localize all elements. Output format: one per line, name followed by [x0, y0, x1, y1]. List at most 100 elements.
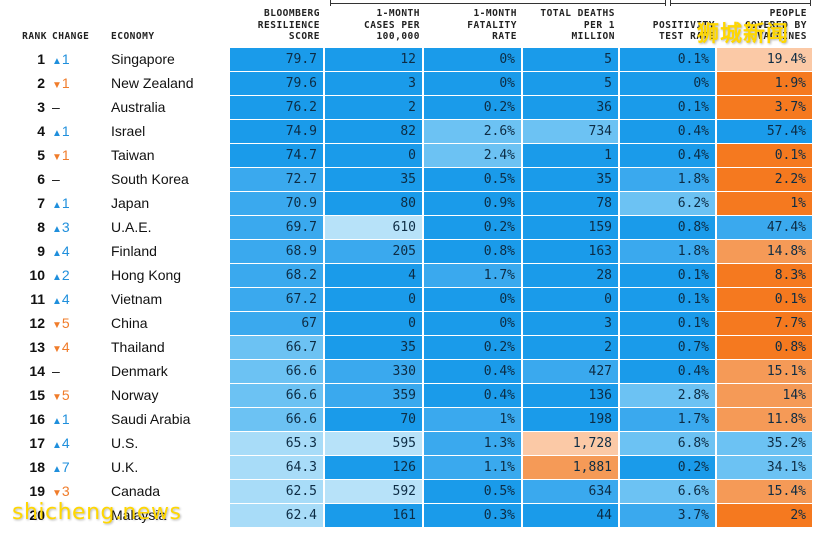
positivity-cell: 6.8%	[620, 432, 715, 455]
score-cell: 66.7	[230, 336, 323, 359]
triangle-up-icon: ▲	[52, 440, 62, 451]
change-cell: ▼5	[52, 315, 102, 331]
column-header-economy: ECONOMY	[111, 31, 229, 43]
rank-cell: 16	[29, 411, 45, 427]
deaths-cell: 427	[523, 360, 618, 383]
change-cell: ▲1	[52, 51, 102, 67]
positivity-cell: 0.4%	[620, 144, 715, 167]
positivity-cell: 0.4%	[620, 120, 715, 143]
change-cell: –	[52, 171, 102, 187]
score-cell: 65.3	[230, 432, 323, 455]
deaths-cell: 634	[523, 480, 618, 503]
rank-cell: 18	[29, 459, 45, 475]
score-cell: 72.7	[230, 168, 323, 191]
score-cell: 70.9	[230, 192, 323, 215]
column-header-line: POSITIVITY	[652, 19, 715, 31]
vaccinated-cell: 0.1%	[717, 288, 812, 311]
rank-cell: 15	[29, 387, 45, 403]
economy-cell: Israel	[111, 123, 146, 139]
fatality-cell: 0.2%	[424, 96, 521, 119]
deaths-cell: 198	[523, 408, 618, 431]
table-row: 15 ▼5 Norway 66.6 359 0.4% 136 2.8% 14%	[0, 384, 818, 408]
column-header-line: COVERED BY	[744, 19, 807, 31]
triangle-up-icon: ▲	[52, 128, 62, 139]
change-value: 5	[61, 387, 70, 403]
cases-cell: 0	[325, 288, 422, 311]
change-cell: ▲4	[52, 291, 102, 307]
economy-cell: Thailand	[111, 339, 165, 355]
deaths-cell: 3	[523, 312, 618, 335]
triangle-up-icon: ▲	[52, 56, 62, 67]
rank-cell: 4	[37, 123, 45, 139]
score-cell: 74.9	[230, 120, 323, 143]
rank-cell: 17	[29, 435, 45, 451]
vaccinated-cell: 3.7%	[717, 96, 812, 119]
score-cell: 74.7	[230, 144, 323, 167]
table-row: 8 ▲3 U.A.E. 69.7 610 0.2% 159 0.8% 47.4%	[0, 216, 818, 240]
deaths-cell: 36	[523, 96, 618, 119]
table-header: RANK CHANGE ECONOMY BLOOMBERG RESILIENCE SCOR…	[0, 0, 818, 48]
vaccinated-cell: 2.2%	[717, 168, 812, 191]
positivity-cell: 0.1%	[620, 96, 715, 119]
cases-cell: 70	[325, 408, 422, 431]
column-header-line: 1-MONTH	[376, 8, 420, 19]
cases-cell: 330	[325, 360, 422, 383]
table-row: 18 ▲7 U.K. 64.3 126 1.1% 1,881 0.2% 34.1%	[0, 456, 818, 480]
column-header-score: BLOOMBERG RESILIENCE SCORE	[230, 8, 320, 43]
rank-cell: 5	[37, 147, 45, 163]
table-row: 3– Australia 76.2 2 0.2% 36 0.1% 3.7%	[0, 96, 818, 120]
score-cell: 66.6	[230, 408, 323, 431]
triangle-up-icon: ▲	[52, 296, 62, 307]
score-cell: 66.6	[230, 384, 323, 407]
table-row: 13 ▼4 Thailand 66.7 35 0.2% 2 0.7% 0.8%	[0, 336, 818, 360]
change-cell: ▲1	[52, 195, 102, 211]
deaths-cell: 1,881	[523, 456, 618, 479]
triangle-up-icon: ▲	[52, 464, 62, 475]
rank-cell: 3	[37, 99, 45, 115]
table-row: 10 ▲2 Hong Kong 68.2 4 1.7% 28 0.1% 8.3%	[0, 264, 818, 288]
positivity-cell: 6.2%	[620, 192, 715, 215]
vaccinated-cell: 1.9%	[717, 72, 812, 95]
change-value: 3	[61, 483, 70, 499]
table-row: 4 ▲1 Israel 74.9 82 2.6% 734 0.4% 57.4%	[0, 120, 818, 144]
table-row: 6– South Korea 72.7 35 0.5% 35 1.8% 2.2%	[0, 168, 818, 192]
rank-cell: 7	[37, 195, 45, 211]
fatality-cell: 0.4%	[424, 360, 521, 383]
vaccinated-cell: 57.4%	[717, 120, 812, 143]
triangle-down-icon: ▼	[52, 392, 62, 403]
positivity-cell: 6.6%	[620, 480, 715, 503]
change-value: 4	[61, 339, 70, 355]
cases-cell: 4	[325, 264, 422, 287]
score-cell: 69.7	[230, 216, 323, 239]
column-header-line: ECONOMY	[111, 31, 155, 42]
column-header-line: BLOOMBERG	[264, 8, 320, 19]
column-header-line: TOTAL DEATHS	[540, 8, 615, 19]
change-cell: ▲2	[52, 267, 102, 283]
economy-cell: Australia	[111, 99, 166, 115]
triangle-up-icon: ▲	[52, 272, 62, 283]
rank-cell: 2	[37, 75, 45, 91]
fatality-cell: 2.4%	[424, 144, 521, 167]
score-cell: 68.2	[230, 264, 323, 287]
change-cell: ▼3	[52, 483, 102, 499]
rank-cell: 6	[37, 171, 45, 187]
column-header-cases: 1-MONTH CASES PER 100,000	[325, 8, 420, 43]
change-cell: –	[52, 99, 102, 115]
column-header-line: PER 1	[583, 19, 615, 31]
watermark-top: 狮城新闻	[697, 22, 790, 47]
triangle-down-icon: ▼	[52, 320, 62, 331]
cases-cell: 610	[325, 216, 422, 239]
cases-cell: 126	[325, 456, 422, 479]
change-value: 1	[61, 147, 70, 163]
vaccinated-cell: 8.3%	[717, 264, 812, 287]
vaccinated-cell: 47.4%	[717, 216, 812, 239]
table-row: 11 ▲4 Vietnam 67.2 0 0% 0 0.1% 0.1%	[0, 288, 818, 312]
fatality-cell: 1.3%	[424, 432, 521, 455]
score-cell: 66.6	[230, 360, 323, 383]
cases-cell: 35	[325, 336, 422, 359]
column-header-line: PEOPLE	[769, 8, 807, 19]
rank-cell: 12	[29, 315, 45, 331]
column-header-change: CHANGE	[52, 31, 102, 43]
header-group-tick	[810, 0, 811, 6]
column-header-line: RANK	[22, 31, 47, 42]
